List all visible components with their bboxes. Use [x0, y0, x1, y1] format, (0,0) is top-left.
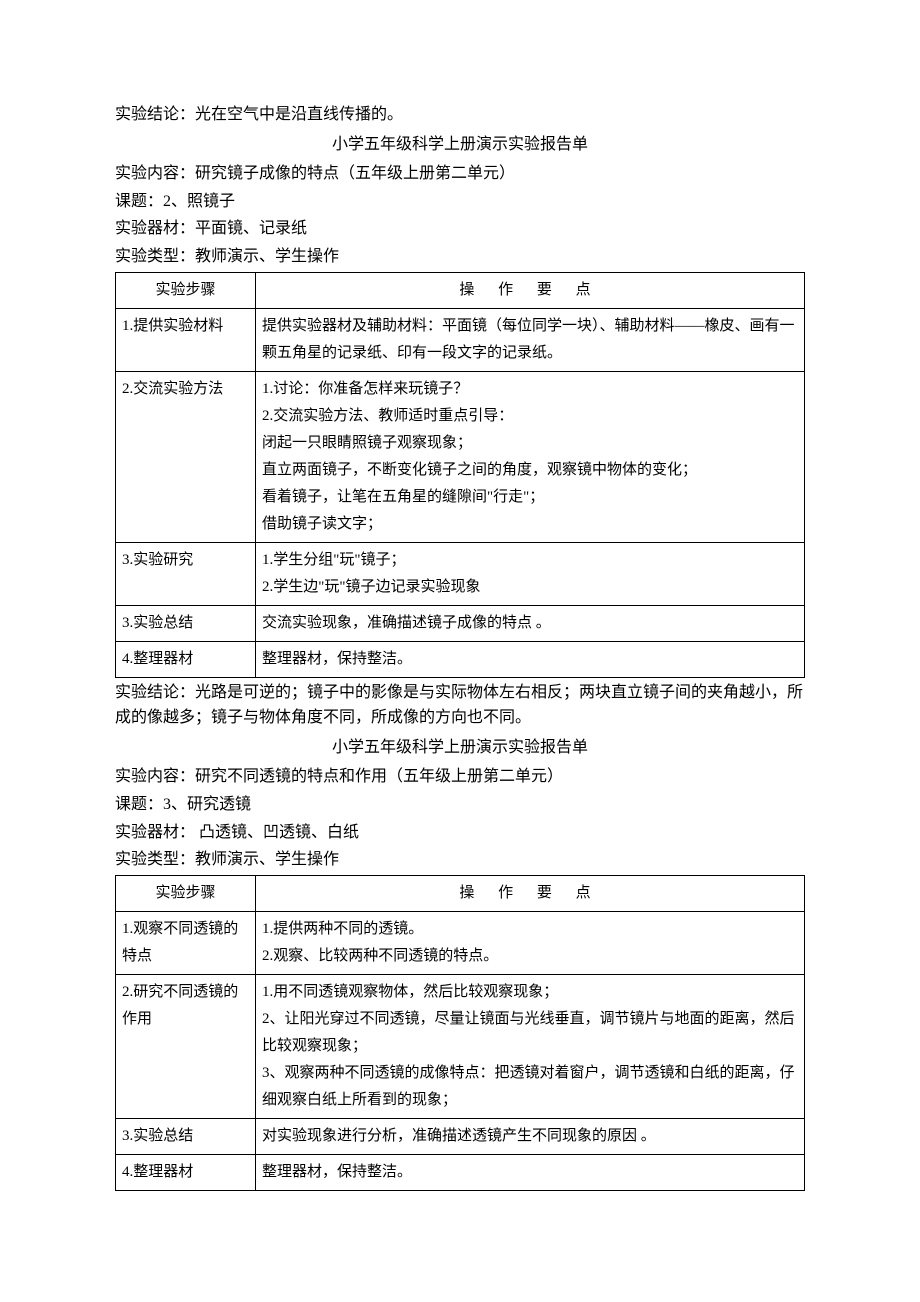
- report2-table: 实验步骤 操 作 要 点 1.观察不同透镜的特点 1.提供两种不同的透镜。 2.…: [115, 875, 805, 1191]
- cell-step: 1.观察不同透镜的特点: [116, 911, 256, 974]
- table-row: 3.实验总结 对实验现象进行分析，准确描述透镜产生不同现象的原因 。: [116, 1118, 805, 1154]
- intro-conclusion: 实验结论：光在空气中是沿直线传播的。: [115, 102, 805, 128]
- cell-step: 3.实验总结: [116, 1118, 256, 1154]
- report1-topic: 课题：2、照镜子: [115, 189, 805, 215]
- table-row: 1.观察不同透镜的特点 1.提供两种不同的透镜。 2.观察、比较两种不同透镜的特…: [116, 911, 805, 974]
- report2-topic: 课题：3、研究透镜: [115, 792, 805, 818]
- cell-op: 提供实验器材及辅助材料：平面镜（每位同学一块）、辅助材料——橡皮、画有一颗五角星…: [256, 308, 805, 371]
- table-row: 2.研究不同透镜的作用 1.用不同透镜观察物体，然后比较观察现象； 2、让阳光穿…: [116, 974, 805, 1118]
- cell-op: 1.讨论：你准备怎样来玩镜子？ 2.交流实验方法、教师适时重点引导： 闭起一只眼…: [256, 371, 805, 542]
- cell-op: 1.学生分组"玩"镜子； 2.学生边"玩"镜子边记录实验现象: [256, 542, 805, 605]
- report1-table: 实验步骤 操 作 要 点 1.提供实验材料 提供实验器材及辅助材料：平面镜（每位…: [115, 272, 805, 678]
- table-row: 2.交流实验方法 1.讨论：你准备怎样来玩镜子？ 2.交流实验方法、教师适时重点…: [116, 371, 805, 542]
- cell-op: 交流实验现象，准确描述镜子成像的特点 。: [256, 605, 805, 641]
- cell-op: 1.提供两种不同的透镜。 2.观察、比较两种不同透镜的特点。: [256, 911, 805, 974]
- table-row: 1.提供实验材料 提供实验器材及辅助材料：平面镜（每位同学一块）、辅助材料——橡…: [116, 308, 805, 371]
- table-row: 4.整理器材 整理器材，保持整洁。: [116, 641, 805, 677]
- table-header-row: 实验步骤 操 作 要 点: [116, 875, 805, 911]
- header-step: 实验步骤: [116, 875, 256, 911]
- table-row: 3.实验总结 交流实验现象，准确描述镜子成像的特点 。: [116, 605, 805, 641]
- cell-step: 3.实验研究: [116, 542, 256, 605]
- cell-op: 整理器材，保持整洁。: [256, 641, 805, 677]
- header-op: 操 作 要 点: [256, 272, 805, 308]
- cell-op: 整理器材，保持整洁。: [256, 1154, 805, 1190]
- cell-op: 对实验现象进行分析，准确描述透镜产生不同现象的原因 。: [256, 1118, 805, 1154]
- report1-title: 小学五年级科学上册演示实验报告单: [115, 132, 805, 158]
- cell-step: 4.整理器材: [116, 641, 256, 677]
- cell-op: 1.用不同透镜观察物体，然后比较观察现象； 2、让阳光穿过不同透镜，尽量让镜面与…: [256, 974, 805, 1118]
- header-step: 实验步骤: [116, 272, 256, 308]
- report2-equipment: 实验器材： 凸透镜、凹透镜、白纸: [115, 820, 805, 846]
- cell-step: 1.提供实验材料: [116, 308, 256, 371]
- report1-equipment: 实验器材：平面镜、记录纸: [115, 216, 805, 242]
- report2-content: 实验内容：研究不同透镜的特点和作用（五年级上册第二单元）: [115, 764, 805, 790]
- report2-title: 小学五年级科学上册演示实验报告单: [115, 735, 805, 761]
- cell-step: 2.交流实验方法: [116, 371, 256, 542]
- table-header-row: 实验步骤 操 作 要 点: [116, 272, 805, 308]
- report1-content: 实验内容：研究镜子成像的特点（五年级上册第二单元）: [115, 161, 805, 187]
- cell-step: 2.研究不同透镜的作用: [116, 974, 256, 1118]
- cell-step: 3.实验总结: [116, 605, 256, 641]
- report1-type: 实验类型：教师演示、学生操作: [115, 244, 805, 270]
- header-op: 操 作 要 点: [256, 875, 805, 911]
- report1-conclusion: 实验结论：光路是可逆的；镜子中的影像是与实际物体左右相反；两块直立镜子间的夹角越…: [115, 680, 805, 731]
- report2-type: 实验类型：教师演示、学生操作: [115, 847, 805, 873]
- table-row: 4.整理器材 整理器材，保持整洁。: [116, 1154, 805, 1190]
- table-row: 3.实验研究 1.学生分组"玩"镜子； 2.学生边"玩"镜子边记录实验现象: [116, 542, 805, 605]
- cell-step: 4.整理器材: [116, 1154, 256, 1190]
